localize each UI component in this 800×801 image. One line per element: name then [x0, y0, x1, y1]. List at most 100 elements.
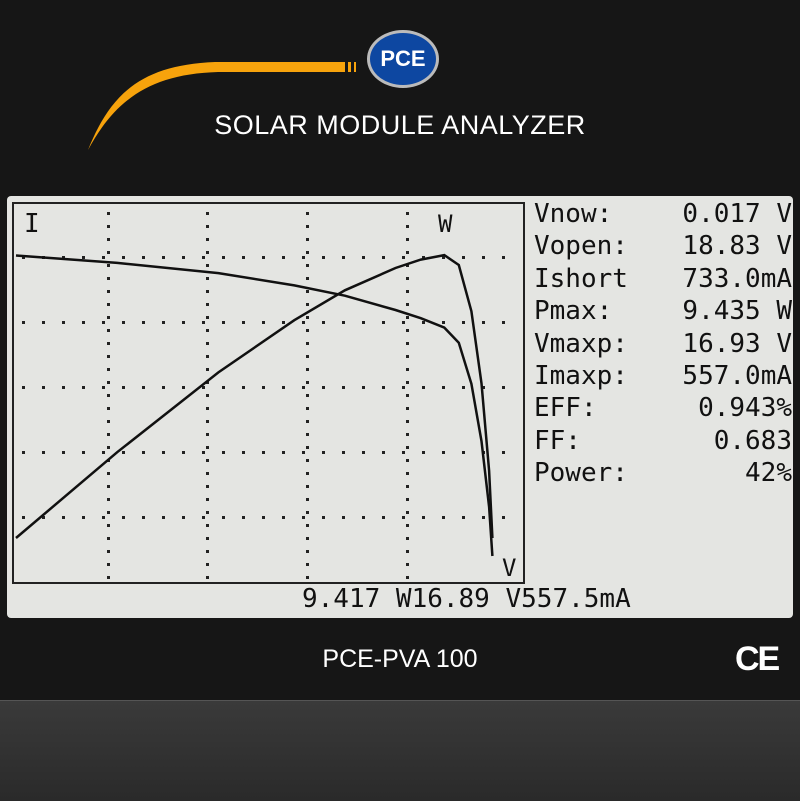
grid-dot — [382, 451, 385, 454]
reading-value: 557.0mA — [682, 361, 792, 392]
grid-dot — [107, 394, 110, 397]
grid-dot — [107, 550, 110, 553]
grid-dot — [502, 516, 505, 519]
grid-dot — [102, 256, 105, 259]
grid-dot — [22, 321, 25, 324]
grid-dot — [362, 321, 365, 324]
grid-dot — [122, 516, 125, 519]
grid-dot — [306, 511, 309, 514]
grid-dot — [107, 225, 110, 228]
grid-dot — [322, 516, 325, 519]
grid-dot — [142, 451, 145, 454]
grid-dot — [406, 576, 409, 579]
grid-dot — [442, 451, 445, 454]
grid-dot — [182, 451, 185, 454]
grid-dot — [142, 256, 145, 259]
grid-dot — [206, 407, 209, 410]
grid-dot — [422, 516, 425, 519]
grid-dot — [442, 321, 445, 324]
grid-dot — [222, 321, 225, 324]
grid-dot — [362, 451, 365, 454]
grid-dot — [406, 355, 409, 358]
grid-dot — [306, 329, 309, 332]
grid-dot — [206, 446, 209, 449]
grid-dot — [142, 321, 145, 324]
grid-dot — [482, 256, 485, 259]
grid-dot — [107, 420, 110, 423]
grid-dot — [102, 321, 105, 324]
grid-dot — [22, 516, 25, 519]
grid-dot — [206, 420, 209, 423]
grid-dot — [406, 316, 409, 319]
ce-mark: CE — [735, 640, 780, 678]
grid-dot — [382, 256, 385, 259]
grid-dot — [82, 516, 85, 519]
grid-dot — [306, 342, 309, 345]
grid-dot — [206, 563, 209, 566]
reading-value: 733.0mA — [682, 263, 792, 294]
grid-dot — [62, 451, 65, 454]
grid-dot — [206, 329, 209, 332]
reading-label: Vmaxp: — [534, 328, 628, 359]
grid-dot — [202, 321, 205, 324]
grid-dot — [122, 321, 125, 324]
grid-dot — [222, 386, 225, 389]
power-marker-label: W — [438, 210, 453, 238]
grid-dot — [422, 256, 425, 259]
grid-dot — [262, 451, 265, 454]
reading-row: EFF: 0.943% — [534, 392, 792, 424]
grid-dot — [206, 433, 209, 436]
grid-dot — [342, 386, 345, 389]
grid-dot — [462, 256, 465, 259]
grid-dot — [206, 511, 209, 514]
grid-dot — [222, 256, 225, 259]
grid-dot — [206, 537, 209, 540]
grid-dot — [206, 212, 209, 215]
grid-dot — [262, 256, 265, 259]
grid-dot — [322, 451, 325, 454]
grid-dot — [82, 451, 85, 454]
grid-dot — [406, 238, 409, 241]
grid-dot — [306, 485, 309, 488]
grid-dot — [107, 238, 110, 241]
grid-dot — [107, 368, 110, 371]
grid-dot — [107, 407, 110, 410]
grid-dot — [162, 386, 165, 389]
logo-swoosh — [88, 62, 356, 150]
grid-dot — [82, 321, 85, 324]
grid-dot — [107, 329, 110, 332]
grid-dot — [406, 472, 409, 475]
grid-dot — [322, 386, 325, 389]
grid-dot — [306, 563, 309, 566]
grid-dot — [242, 386, 245, 389]
grid-dot — [42, 386, 45, 389]
grid-dot — [206, 355, 209, 358]
grid-dot — [342, 256, 345, 259]
power-curve — [15, 253, 494, 539]
grid-dot — [306, 407, 309, 410]
grid-dot — [442, 386, 445, 389]
grid-dot — [382, 516, 385, 519]
grid-dot — [107, 381, 110, 384]
grid-dot — [406, 511, 409, 514]
grid-dot — [306, 225, 309, 228]
grid-dot — [306, 238, 309, 241]
grid-dot — [122, 451, 125, 454]
grid-dot — [62, 256, 65, 259]
grid-dot — [306, 368, 309, 371]
reading-row: Power: 42% — [534, 457, 792, 489]
grid-dot — [62, 321, 65, 324]
grid-dot — [406, 485, 409, 488]
grid-dot — [406, 394, 409, 397]
grid-dot — [206, 264, 209, 267]
grid-dot — [362, 386, 365, 389]
grid-dot — [102, 451, 105, 454]
grid-dot — [406, 290, 409, 293]
grid-dot — [107, 303, 110, 306]
grid-dot — [182, 516, 185, 519]
grid-dot — [306, 394, 309, 397]
grid-dot — [142, 386, 145, 389]
grid-dot — [107, 446, 110, 449]
grid-dot — [42, 321, 45, 324]
grid-dot — [262, 321, 265, 324]
